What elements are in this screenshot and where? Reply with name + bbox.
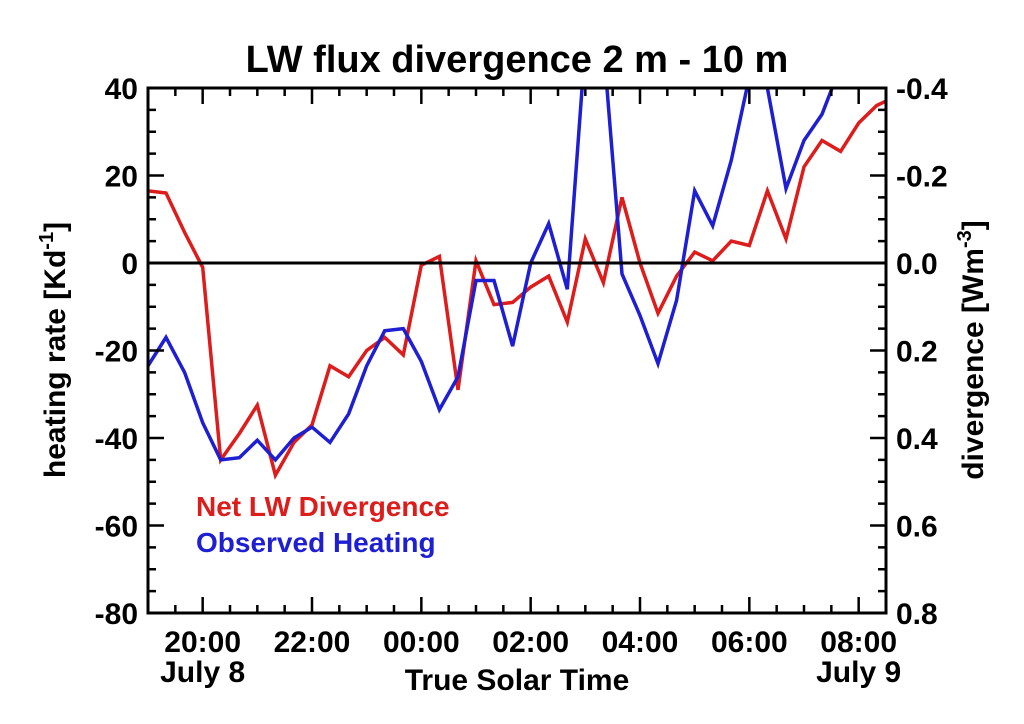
y2-tick-label: 0.2 (896, 336, 938, 369)
series-line-1 (148, 88, 835, 463)
x-tick-label: 00:00 (383, 626, 460, 659)
x-tick-label: 04:00 (602, 626, 679, 659)
y2-axis-label-end: ] (957, 220, 990, 230)
y-axis-label-main: heating rate [Kd (39, 250, 72, 478)
ticks-layer (146, 86, 888, 615)
x-tick-label: 20:00 (164, 626, 241, 659)
y-axis-label: heating rate [Kd-1] (36, 222, 72, 478)
series-layer (148, 88, 886, 480)
y-tick-label: 20 (105, 161, 138, 194)
y-tick-label: 40 (105, 73, 138, 106)
legend-entry-net-lw-divergence: Net LW Divergence (196, 491, 450, 522)
y2-axis-label-sup: -3 (954, 230, 976, 248)
y2-tick-label: 0.6 (896, 511, 938, 544)
y2-axis-label-main: divergence [Wm (957, 248, 990, 480)
y2-tick-label: -0.4 (896, 73, 948, 106)
y2-tick-label: 0.4 (896, 423, 938, 456)
x-tick-label: 08:00 (820, 626, 897, 659)
y2-tick-label: -0.2 (896, 161, 948, 194)
y-axis-label-end: ] (39, 222, 72, 232)
tick-labels: 40 20 0 -20 -40 -60 -80 -0.4 -0.2 0.0 0.2 0.4 0.6 0.8… (95, 73, 948, 689)
x-date-label: July 8 (160, 656, 245, 689)
x-tick-label: 02:00 (492, 626, 569, 659)
y-tick-label: -80 (95, 598, 138, 631)
y2-tick-label: 0.0 (896, 248, 938, 281)
chart-title: LW flux divergence 2 m - 10 m (246, 39, 789, 81)
legend-entry-observed-heating: Observed Heating (196, 527, 436, 558)
y-tick-label: -60 (95, 511, 138, 544)
x-tick-label: 06:00 (711, 626, 788, 659)
y2-tick-label: 0.8 (896, 598, 938, 631)
y2-axis-label: divergence [Wm-3] (954, 220, 990, 480)
x-axis-label: True Solar Time (405, 664, 630, 697)
y-tick-label: -20 (95, 336, 138, 369)
x-date-label: July 9 (816, 656, 901, 689)
y-axis-label-sup: -1 (36, 232, 58, 250)
series-line-0 (148, 99, 886, 480)
x-tick-label: 22:00 (274, 626, 351, 659)
y-tick-label: -40 (95, 423, 138, 456)
y-tick-label: 0 (121, 248, 138, 281)
